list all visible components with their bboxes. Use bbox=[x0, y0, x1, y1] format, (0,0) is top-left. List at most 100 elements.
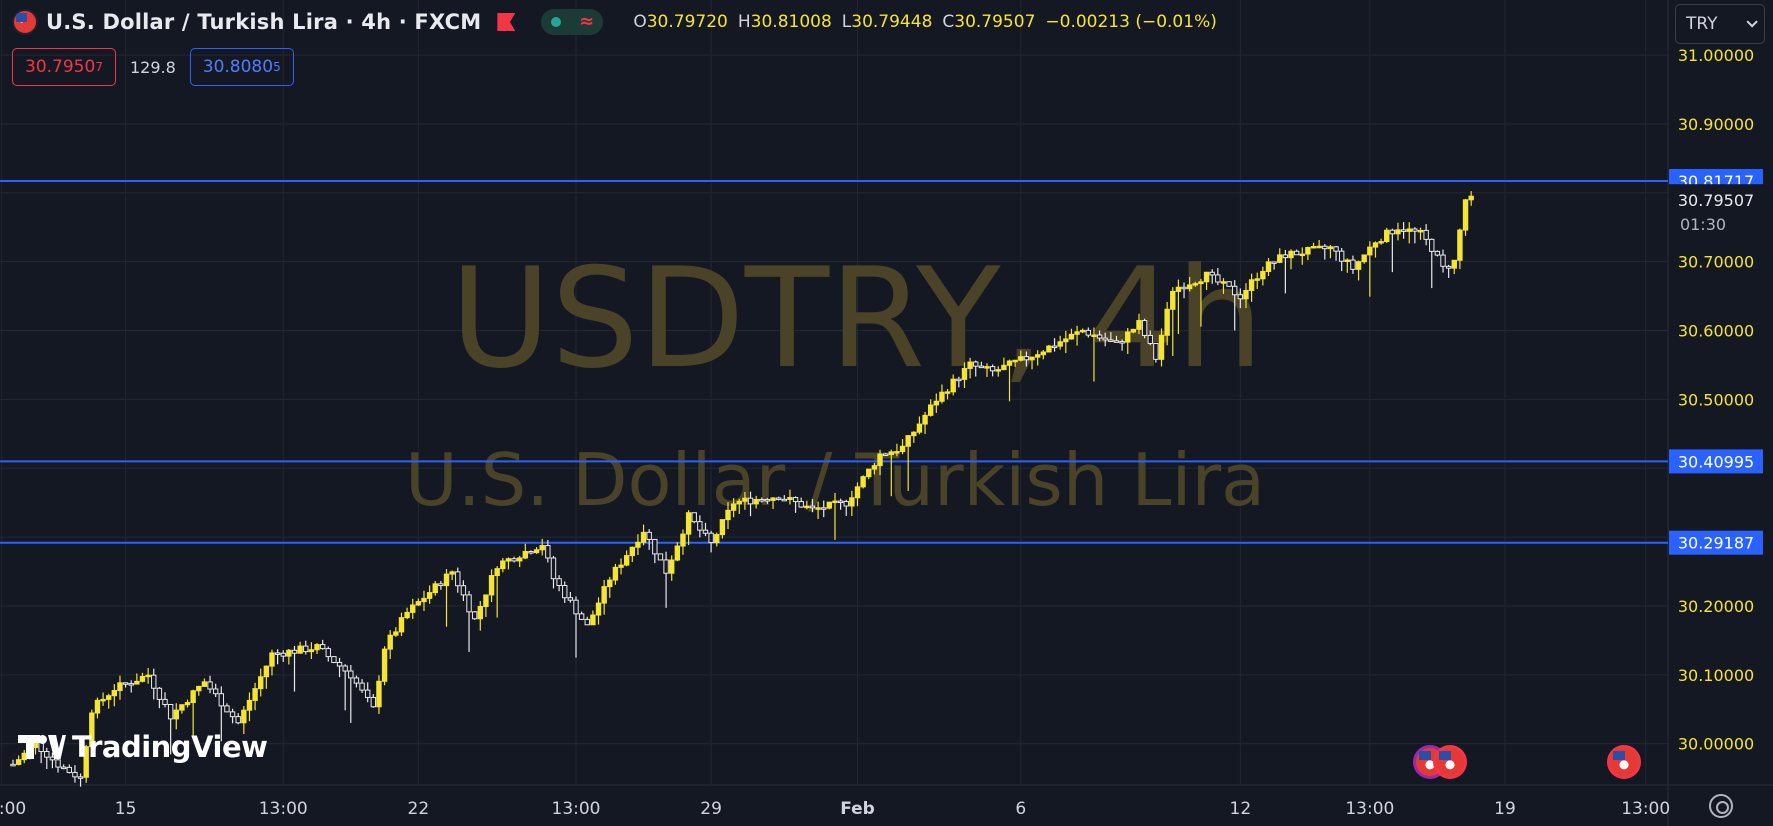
settings-gear-icon[interactable] bbox=[1709, 794, 1733, 818]
candle-body bbox=[1063, 338, 1069, 343]
time-axis[interactable]: 13:00 15 13:00 22 13:00 29 Feb 6 12 13:00 19 13:00 bbox=[0, 799, 1670, 819]
candle-body bbox=[1305, 247, 1311, 255]
candle-body bbox=[866, 468, 872, 478]
candle-body bbox=[759, 498, 765, 502]
candle-body bbox=[770, 497, 776, 501]
candle-body bbox=[1248, 279, 1255, 291]
buy-price-pip: 5 bbox=[273, 60, 281, 74]
last-price-label: 30.79507 bbox=[1678, 191, 1754, 210]
candle-body bbox=[826, 501, 833, 509]
candle-body bbox=[967, 361, 973, 369]
candle-body bbox=[1164, 308, 1170, 336]
ohlc-value: 30.79720 bbox=[646, 12, 728, 32]
currency-select[interactable]: TRY bbox=[1675, 4, 1765, 44]
candle-body bbox=[1378, 241, 1384, 244]
candle-body bbox=[1288, 250, 1294, 259]
economic-event-icon[interactable] bbox=[1433, 745, 1467, 779]
candle-body bbox=[837, 500, 844, 504]
candle-body bbox=[714, 534, 720, 544]
candle-body bbox=[567, 597, 574, 601]
candle-body bbox=[652, 538, 658, 555]
candle-body bbox=[595, 602, 602, 616]
candle-body bbox=[1355, 261, 1362, 270]
candle-body bbox=[674, 545, 681, 561]
price-tick-label: 30.70000 bbox=[1678, 253, 1754, 272]
candle-body bbox=[1434, 250, 1441, 256]
candle-body bbox=[973, 361, 979, 367]
time-tick-label: 13:00 bbox=[0, 799, 26, 819]
candle-body bbox=[303, 645, 309, 653]
horizontal-line-label-bg bbox=[1669, 530, 1763, 555]
candle-body bbox=[1175, 286, 1182, 292]
ohlc-key: L bbox=[841, 12, 852, 32]
candle-body bbox=[1080, 329, 1086, 333]
time-tick-label: 13:00 bbox=[1345, 799, 1394, 819]
candle-body bbox=[111, 689, 118, 697]
ohlc-item: −0.00213 (−0.01%) bbox=[1045, 12, 1216, 32]
candle-body bbox=[995, 369, 1001, 372]
candle-body bbox=[702, 529, 709, 534]
candle-body bbox=[1113, 340, 1120, 343]
candle-body bbox=[730, 503, 737, 511]
market-status[interactable]: ≈ bbox=[541, 9, 604, 35]
candle-body bbox=[1051, 345, 1058, 349]
candle-body bbox=[483, 594, 489, 608]
candle-body bbox=[72, 771, 78, 778]
candle-body bbox=[669, 559, 675, 574]
flag-marker-icon[interactable] bbox=[497, 13, 516, 31]
candle-body bbox=[804, 505, 810, 509]
candle-body bbox=[882, 453, 889, 457]
candle-body bbox=[319, 644, 326, 650]
candle-body bbox=[1057, 341, 1063, 347]
economic-event-icon[interactable] bbox=[1607, 745, 1641, 779]
candle-body bbox=[1277, 254, 1283, 263]
candle-body bbox=[353, 677, 360, 684]
candle-body bbox=[1344, 259, 1351, 263]
candle-body bbox=[590, 614, 596, 626]
symbol-title[interactable]: U.S. Dollar / Turkish Lira · 4h · FXCM bbox=[46, 10, 482, 34]
candle-body bbox=[607, 579, 613, 588]
candle-body bbox=[1119, 341, 1125, 344]
candle-body bbox=[1367, 246, 1373, 256]
candle-body bbox=[1316, 245, 1322, 249]
candle-body bbox=[894, 451, 900, 454]
candle-body bbox=[421, 597, 427, 603]
candle-body bbox=[77, 776, 84, 779]
price-tick-label: 30.20000 bbox=[1678, 597, 1754, 616]
market-open-dot-icon bbox=[550, 17, 561, 27]
candle-body bbox=[1451, 259, 1457, 269]
candle-body bbox=[1006, 360, 1013, 366]
candle-body bbox=[787, 497, 793, 501]
sell-button[interactable]: 30.7950 7 bbox=[12, 48, 116, 86]
candle-body bbox=[139, 675, 146, 682]
candle-body bbox=[1130, 328, 1137, 333]
candle-body bbox=[1361, 254, 1367, 263]
candle-body bbox=[1023, 356, 1030, 361]
candle-body bbox=[83, 746, 89, 778]
candle-body bbox=[94, 699, 101, 714]
candle-body bbox=[196, 685, 202, 692]
candle-body bbox=[905, 435, 911, 447]
candle-body bbox=[167, 703, 174, 720]
candle-body bbox=[663, 559, 669, 574]
candle-body bbox=[545, 545, 551, 559]
candle-body bbox=[697, 521, 703, 531]
price-axis[interactable]: 31.00000 30.90000 30.70000 30.60000 30.50000… bbox=[1669, 46, 1763, 754]
candle-body bbox=[89, 712, 95, 748]
logo-text: TradingView bbox=[72, 730, 268, 764]
candle-body bbox=[44, 751, 50, 758]
candle-body bbox=[134, 680, 140, 685]
candle-body bbox=[1457, 229, 1463, 261]
candle-body bbox=[1096, 334, 1103, 339]
candle-body bbox=[55, 759, 61, 768]
candle-body bbox=[533, 549, 540, 554]
candle-body bbox=[1327, 246, 1334, 250]
candle-body bbox=[443, 573, 450, 587]
candle-body bbox=[1226, 281, 1232, 287]
buy-button[interactable]: 30.8080 5 bbox=[189, 48, 294, 86]
candle-body bbox=[15, 759, 22, 765]
candle-body bbox=[573, 599, 579, 615]
time-tick-label: 13:00 bbox=[552, 799, 601, 819]
